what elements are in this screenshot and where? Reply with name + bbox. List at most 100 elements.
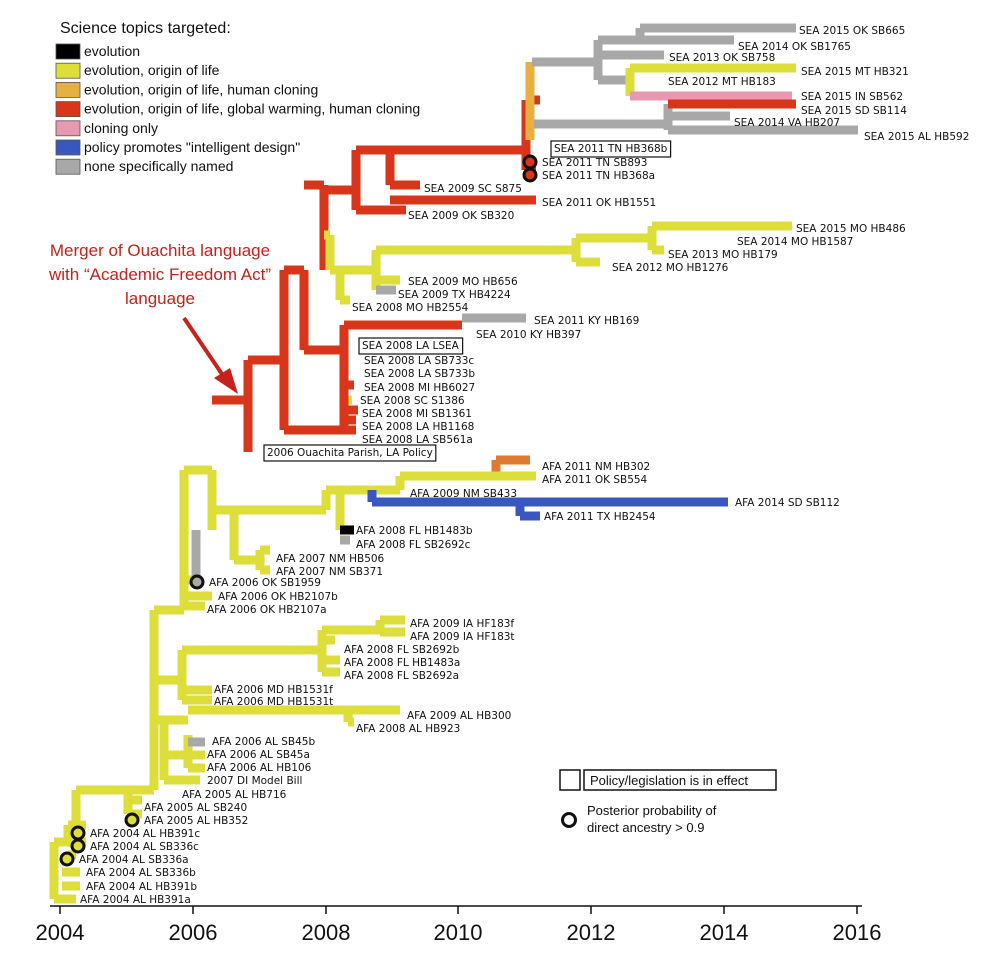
time-axis: 2004 2006 2008 2010 2012 2014 2016 bbox=[36, 905, 882, 945]
leaf-label-sea-2008-la-sb733b: SEA 2008 LA SB733b bbox=[364, 368, 475, 380]
leaf-label-afa-2004-al-sb336c: AFA 2004 AL SB336c bbox=[90, 841, 199, 853]
leaf-label-afa-2006-md-hb1531f: AFA 2006 MD HB1531f bbox=[214, 684, 333, 696]
leaf-label-sea-2014-ok-sb1765: SEA 2014 OK SB1765 bbox=[738, 41, 851, 53]
leaf-label-sea-2008-mi-hb6027: SEA 2008 MI HB6027 bbox=[364, 382, 475, 394]
axis-tick-label-2010: 2010 bbox=[434, 920, 483, 945]
leaf-label-afa-2007-nm-hb506: AFA 2007 NM HB506 bbox=[276, 553, 385, 565]
leaf-label-sea-2015-mt-hb321: SEA 2015 MT HB321 bbox=[801, 66, 909, 78]
leaf-label-afa-2004-al-hb391b: AFA 2004 AL HB391b bbox=[86, 881, 197, 893]
legend-swatch-5 bbox=[55, 120, 81, 137]
legend-swatch-7 bbox=[55, 158, 81, 175]
leaf-label-sea-2011-tn-hb368b: SEA 2011 TN HB368b bbox=[554, 143, 668, 155]
ancestry-label-2: direct ancestry > 0.9 bbox=[587, 820, 704, 835]
ancestry-node-sea-2011-tn-sb893 bbox=[522, 154, 538, 170]
leaf-label-afa-2005-al-hb716: AFA 2005 AL HB716 bbox=[182, 789, 287, 801]
axis-tick-label-2004: 2004 bbox=[36, 920, 85, 945]
annotation-arrow-head bbox=[214, 368, 238, 394]
legend-swatch-4 bbox=[55, 101, 81, 117]
leaf-label-sea-2008-sc-s1386: SEA 2008 SC S1386 bbox=[360, 395, 465, 407]
leaf-label-sea-2008-la-sb561a: SEA 2008 LA SB561a bbox=[362, 434, 473, 446]
merger-annotation: Merger of Ouachita language with “Academ… bbox=[48, 241, 271, 394]
in-effect-box bbox=[583, 769, 777, 791]
leaf-label-sea-2008-mi-sb1361: SEA 2008 MI SB1361 bbox=[362, 408, 472, 420]
legend-label-3: evolution, origin of life, human cloning bbox=[84, 81, 318, 97]
annotation-line-2: with “Academic Freedom Act” bbox=[48, 265, 271, 284]
annotation-line-1: Merger of Ouachita language bbox=[50, 241, 270, 260]
leaf-label-sea-2008-la-hb1168: SEA 2008 LA HB1168 bbox=[362, 421, 474, 433]
leaf-label-sea-2012-mt-hb183: SEA 2012 MT HB183 bbox=[668, 76, 776, 88]
leaf-label-sea-2009-tx-hb4224: SEA 2009 TX HB4224 bbox=[398, 289, 511, 301]
ancestry-circle-icon bbox=[561, 812, 577, 828]
axis-tick-label-2012: 2012 bbox=[567, 920, 616, 945]
leaf-label-afa-2009-ia-hf183t: AFA 2009 IA HF183t bbox=[410, 631, 515, 643]
leaf-label-afa-2011-tx-hb2454: AFA 2011 TX HB2454 bbox=[544, 511, 656, 523]
leaf-label-sea-2008-la-lsea: SEA 2008 LA LSEA bbox=[362, 340, 460, 352]
in-effect-box-sea-2008-la-lsea bbox=[358, 337, 464, 355]
ancestry-node-afa-2004-al-sb336a bbox=[59, 851, 75, 867]
leaf-label-afa-2009-al-hb300: AFA 2009 AL HB300 bbox=[407, 710, 511, 722]
legend-label-4: evolution, origin of life, global warmin… bbox=[84, 101, 420, 117]
legend-title: Science topics targeted: bbox=[60, 20, 231, 37]
leaf-label-afa-2006-al-sb45b: AFA 2006 AL SB45b bbox=[212, 736, 315, 748]
leaf-label-sea-2011-tn-sb893: SEA 2011 TN SB893 bbox=[542, 157, 647, 169]
legend-label-2: evolution, origin of life bbox=[84, 62, 220, 78]
leaf-label-afa-2008-al-hb923: AFA 2008 AL HB923 bbox=[356, 723, 460, 735]
axis-tick-label-2014: 2014 bbox=[700, 920, 749, 945]
in-effect-box-2006-ouachita-parish-la-policy bbox=[263, 444, 437, 462]
tree-nodes bbox=[59, 154, 538, 867]
leaf-label-sea-2015-in-sb562: SEA 2015 IN SB562 bbox=[801, 91, 903, 103]
leaf-label-afa-2006-md-hb1531t: AFA 2006 MD HB1531t bbox=[214, 696, 333, 708]
leaf-label-sea-2013-mo-hb179: SEA 2013 MO HB179 bbox=[668, 249, 778, 261]
leaf-label-afa-2006-al-hb106: AFA 2006 AL HB106 bbox=[207, 762, 312, 774]
leaf-label-2007-di-model-bill: 2007 DI Model Bill bbox=[207, 775, 302, 787]
leaf-label-sea-2009-sc-s875: SEA 2009 SC S875 bbox=[424, 183, 522, 195]
leaf-label-afa-2008-fl-hb1483b: AFA 2008 FL HB1483b bbox=[356, 525, 473, 537]
leaf-label-afa-2008-fl-hb1483a: AFA 2008 FL HB1483a bbox=[344, 657, 460, 669]
leaf-label-sea-2009-ok-sb320: SEA 2009 OK SB320 bbox=[408, 210, 514, 222]
ancestry-label-1: Posterior probability of bbox=[587, 803, 717, 818]
legend-label-5: cloning only bbox=[84, 120, 158, 136]
ancestry-node-afa-2005-al-hb352 bbox=[124, 812, 140, 828]
leaf-label-sea-2009-mo-hb656: SEA 2009 MO HB656 bbox=[408, 276, 518, 288]
axis-tick-label-2008: 2008 bbox=[302, 920, 351, 945]
leaf-label-sea-2015-sd-sb114: SEA 2015 SD SB114 bbox=[801, 105, 907, 117]
ancestry-node-afa-2004-al-sb336c bbox=[70, 838, 86, 854]
key: Policy/legislation is in effect Posterio… bbox=[559, 769, 777, 835]
leaf-label-afa-2009-ia-hf183f: AFA 2009 IA HF183f bbox=[410, 618, 514, 630]
leaf-label-afa-2011-ok-sb554: AFA 2011 OK SB554 bbox=[542, 474, 648, 486]
leaf-label-sea-2011-ok-hb1551: SEA 2011 OK HB1551 bbox=[542, 197, 656, 209]
leaf-label-2006-ouachita-parish-la-policy: 2006 Ouachita Parish, LA Policy bbox=[267, 447, 433, 459]
leaf-label-afa-2011-nm-hb302: AFA 2011 NM HB302 bbox=[542, 461, 650, 473]
legend-swatch-1 bbox=[55, 43, 81, 60]
leaf-label-afa-2009-nm-sb433: AFA 2009 NM SB433 bbox=[410, 488, 517, 500]
leaf-label-afa-2008-fl-sb2692b: AFA 2008 FL SB2692b bbox=[344, 644, 460, 656]
legend-label-7: none specifically named bbox=[84, 158, 233, 174]
leaf-label-afa-2004-al-sb336a: AFA 2004 AL SB336a bbox=[79, 854, 189, 866]
in-effect-swatch bbox=[559, 769, 581, 791]
legend-swatch-2 bbox=[55, 62, 81, 79]
axis-tick-label-2016: 2016 bbox=[833, 920, 882, 945]
leaf-label-afa-2005-al-sb240: AFA 2005 AL SB240 bbox=[144, 802, 247, 814]
leaf-label-sea-2010-ky-hb397: SEA 2010 KY HB397 bbox=[476, 329, 581, 341]
leaf-label-sea-2015-mo-hb486: SEA 2015 MO HB486 bbox=[796, 223, 906, 235]
leaf-label-afa-2006-ok-sb1959: AFA 2006 OK SB1959 bbox=[209, 577, 321, 589]
leaf-label-afa-2005-al-hb352: AFA 2005 AL HB352 bbox=[144, 815, 248, 827]
leaf-label-afa-2004-al-hb391a: AFA 2004 AL HB391a bbox=[80, 894, 191, 906]
leaf-label-sea-2014-mo-hb1587: SEA 2014 MO HB1587 bbox=[737, 236, 853, 248]
leaf-label-sea-2014-va-hb207: SEA 2014 VA HB207 bbox=[734, 117, 840, 129]
leaf-label-afa-2004-al-hb391c: AFA 2004 AL HB391c bbox=[90, 828, 200, 840]
leaf-label-afa-2008-fl-sb2692a: AFA 2008 FL SB2692a bbox=[344, 670, 459, 682]
leaf-label-afa-2006-ok-hb2107b: AFA 2006 OK HB2107b bbox=[218, 591, 338, 603]
axis-tick-label-2006: 2006 bbox=[169, 920, 218, 945]
leaf-label-sea-2011-tn-hb368a: SEA 2011 TN HB368a bbox=[542, 170, 655, 182]
leaf-label-sea-2013-ok-sb758: SEA 2013 OK SB758 bbox=[669, 52, 775, 64]
ancestry-node-afa-2006-ok-sb1959 bbox=[189, 574, 205, 590]
annotation-line-3: language bbox=[125, 289, 195, 308]
leaf-label-afa-2008-fl-sb2692c: AFA 2008 FL SB2692c bbox=[356, 539, 471, 551]
legend-label-6: policy promotes "intelligent design" bbox=[84, 139, 300, 155]
legend: Science topics targeted: evolution evolut… bbox=[55, 20, 420, 175]
ancestry-node-afa-2004-al-hb391c bbox=[70, 825, 86, 841]
in-effect-label: Policy/legislation is in effect bbox=[590, 773, 748, 788]
